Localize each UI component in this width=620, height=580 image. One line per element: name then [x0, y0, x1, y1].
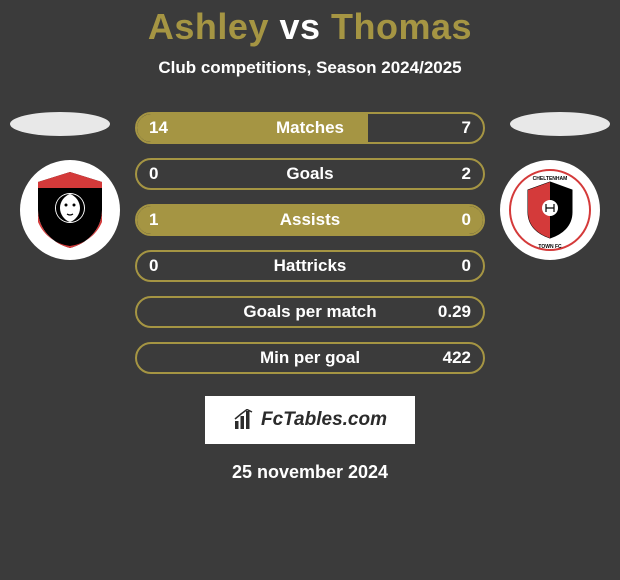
- stat-right-value: 7: [462, 114, 471, 142]
- subtitle: Club competitions, Season 2024/2025: [0, 58, 620, 78]
- brand-text: FcTables.com: [261, 409, 387, 431]
- stat-right-value: 0.29: [438, 298, 471, 326]
- club-shield-left-icon: [34, 170, 106, 250]
- stat-bar: 0Hattricks0: [135, 250, 485, 282]
- stat-label: Matches: [137, 114, 483, 142]
- stat-label: Goals: [137, 160, 483, 188]
- club-shield-right-icon: CHELTENHAM TOWN FC: [508, 168, 592, 252]
- date-text: 25 november 2024: [0, 462, 620, 483]
- player2-name: Thomas: [331, 6, 472, 47]
- vs-text: vs: [279, 6, 320, 47]
- stat-bar: Goals per match0.29: [135, 296, 485, 328]
- stat-label: Assists: [137, 206, 483, 234]
- stat-right-value: 422: [443, 344, 471, 372]
- comparison-title: Ashley vs Thomas: [0, 0, 620, 48]
- stat-right-value: 2: [462, 160, 471, 188]
- stat-bars: 14Matches70Goals21Assists00Hattricks0Goa…: [135, 112, 485, 374]
- player1-name: Ashley: [148, 6, 269, 47]
- player2-ellipse: [510, 112, 610, 136]
- stat-bar: 1Assists0: [135, 204, 485, 236]
- player2-club-badge: CHELTENHAM TOWN FC: [500, 160, 600, 260]
- player1-ellipse: [10, 112, 110, 136]
- bar-chart-icon: [233, 409, 255, 431]
- stat-right-value: 0: [462, 206, 471, 234]
- content-area: CHELTENHAM TOWN FC 14Matches70Goals21Ass…: [0, 112, 620, 483]
- svg-text:CHELTENHAM: CHELTENHAM: [533, 176, 568, 182]
- stat-label: Goals per match: [137, 298, 483, 326]
- stat-label: Hattricks: [137, 252, 483, 280]
- svg-text:TOWN FC: TOWN FC: [538, 244, 562, 250]
- stat-label: Min per goal: [137, 344, 483, 372]
- brand-pill: FcTables.com: [205, 396, 415, 444]
- stat-bar: 0Goals2: [135, 158, 485, 190]
- stat-bar: 14Matches7: [135, 112, 485, 144]
- player1-club-badge: [20, 160, 120, 260]
- stat-bar: Min per goal422: [135, 342, 485, 374]
- stat-right-value: 0: [462, 252, 471, 280]
